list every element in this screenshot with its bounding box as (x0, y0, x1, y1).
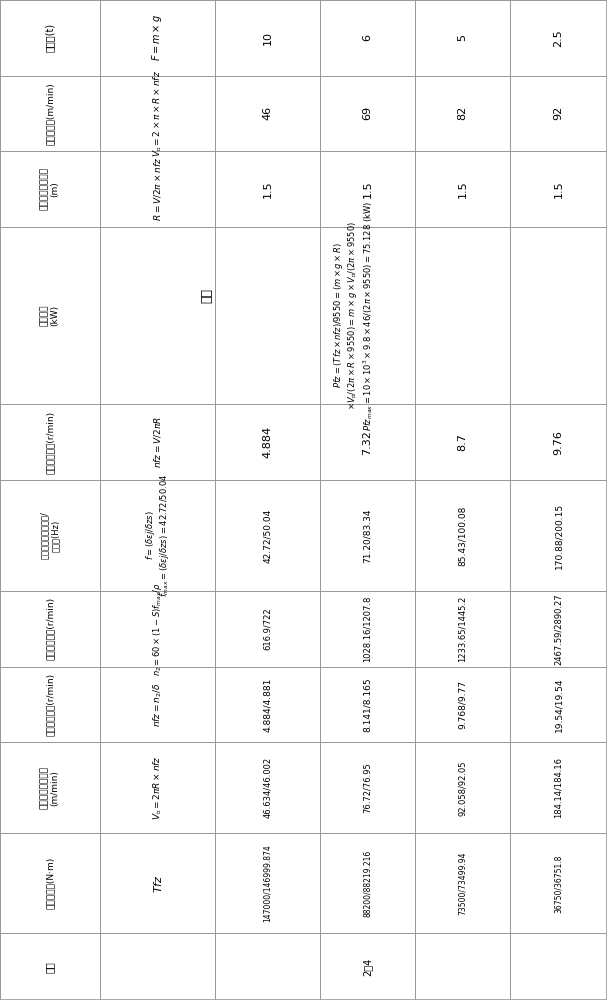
Text: $Tfz$: $Tfz$ (152, 874, 163, 893)
Text: 85.43/100.08: 85.43/100.08 (458, 505, 467, 566)
Text: 1.5: 1.5 (362, 180, 373, 198)
Text: 起重量(t): 起重量(t) (45, 23, 55, 52)
Text: $Pfz=(Tfz\times nfz)/9550=(m\times g\times R)$
$\times V_{线}/(2\pi\times R\times: $Pfz=(Tfz\times nfz)/9550=(m\times g\tim… (332, 200, 375, 431)
Text: 46.634/46.002: 46.634/46.002 (263, 757, 272, 818)
Text: 9.76: 9.76 (554, 430, 563, 455)
Text: 2，4: 2，4 (362, 958, 373, 976)
Text: 负载侧线速度上限
(m/min): 负载侧线速度上限 (m/min) (40, 766, 59, 809)
Text: 1028.16/1207.8: 1028.16/1207.8 (363, 596, 372, 662)
Text: 数据: 数据 (200, 288, 214, 303)
Text: 4.884/4.881: 4.884/4.881 (263, 677, 272, 732)
Text: 2.5: 2.5 (554, 29, 563, 47)
Text: $V_{线}=2\pi R\times nfz$: $V_{线}=2\pi R\times nfz$ (152, 755, 163, 820)
Text: 1.5: 1.5 (458, 180, 467, 198)
Text: 8.7: 8.7 (458, 433, 467, 451)
Text: 42.72/50.04: 42.72/50.04 (263, 508, 272, 563)
Text: 69: 69 (362, 106, 373, 120)
Text: 616.9/722: 616.9/722 (263, 608, 272, 650)
Text: $f = (\delta\varepsilon j/\delta zs)$
$f_{max}=(\delta\varepsilon j/\delta zs)=4: $f = (\delta\varepsilon j/\delta zs)$ $f… (144, 474, 171, 597)
Text: 92.058/92.05: 92.058/92.05 (458, 760, 467, 816)
Text: 5: 5 (458, 34, 467, 41)
Text: 起升机构卷扬半径
(m): 起升机构卷扬半径 (m) (40, 167, 59, 210)
Text: 76.72/76.95: 76.72/76.95 (363, 762, 372, 813)
Text: 负载转速上限(r/min): 负载转速上限(r/min) (46, 673, 55, 736)
Text: 71.20/83.34: 71.20/83.34 (363, 508, 372, 563)
Text: 7.32: 7.32 (362, 430, 373, 455)
Text: 10: 10 (262, 31, 273, 45)
Text: 1233.65/1445.2: 1233.65/1445.2 (458, 596, 467, 662)
Text: 工作频率上限（转矩/
转速）(Hz): 工作频率上限（转矩/ 转速）(Hz) (40, 512, 59, 559)
Text: 82: 82 (458, 106, 467, 120)
Text: $nfz = n_2/\delta$: $nfz = n_2/\delta$ (151, 682, 164, 727)
Text: $F = m\times g$: $F = m\times g$ (151, 14, 164, 61)
Text: 170.88/200.15: 170.88/200.15 (554, 502, 563, 569)
Text: $V_{线}=2\times\pi\times R\times nfz$: $V_{线}=2\times\pi\times R\times nfz$ (152, 70, 163, 157)
Text: $n_2=60\times(1-S)f_{max}/\rho$: $n_2=60\times(1-S)f_{max}/\rho$ (151, 582, 164, 676)
Text: 8.141/8.165: 8.141/8.165 (363, 677, 372, 732)
Text: $nfz = V/2\pi R$: $nfz = V/2\pi R$ (152, 416, 163, 468)
Text: 92: 92 (554, 106, 563, 120)
Text: 184.14/184.16: 184.14/184.16 (554, 757, 563, 818)
Text: 19.54/19.54: 19.54/19.54 (554, 677, 563, 732)
Text: 负载功率
(kW): 负载功率 (kW) (40, 305, 59, 326)
Text: 负载工作转速(r/min): 负载工作转速(r/min) (46, 411, 55, 474)
Text: 1.5: 1.5 (262, 180, 273, 198)
Text: 73500/73499.94: 73500/73499.94 (458, 852, 467, 915)
Text: 6: 6 (362, 34, 373, 41)
Text: 9.768/9.77: 9.768/9.77 (458, 680, 467, 729)
Text: 2467.59/2890.27: 2467.59/2890.27 (554, 593, 563, 665)
Text: 工作线速度(m/min): 工作线速度(m/min) (46, 82, 55, 145)
Text: 负载侧转矩(N·m): 负载侧转矩(N·m) (46, 857, 55, 909)
Text: 倍率: 倍率 (45, 961, 55, 973)
Text: 46: 46 (262, 106, 273, 120)
Text: 电机转速上限(r/min): 电机转速上限(r/min) (46, 597, 55, 660)
Text: 88200/88219.216: 88200/88219.216 (363, 850, 372, 917)
Text: $R = V/2\pi\times nfz$: $R = V/2\pi\times nfz$ (152, 157, 163, 221)
Text: 36750/36751.8: 36750/36751.8 (554, 854, 563, 913)
Text: 1.5: 1.5 (554, 180, 563, 198)
Text: 4.884: 4.884 (262, 426, 273, 458)
Text: 147000/146999.874: 147000/146999.874 (263, 844, 272, 922)
